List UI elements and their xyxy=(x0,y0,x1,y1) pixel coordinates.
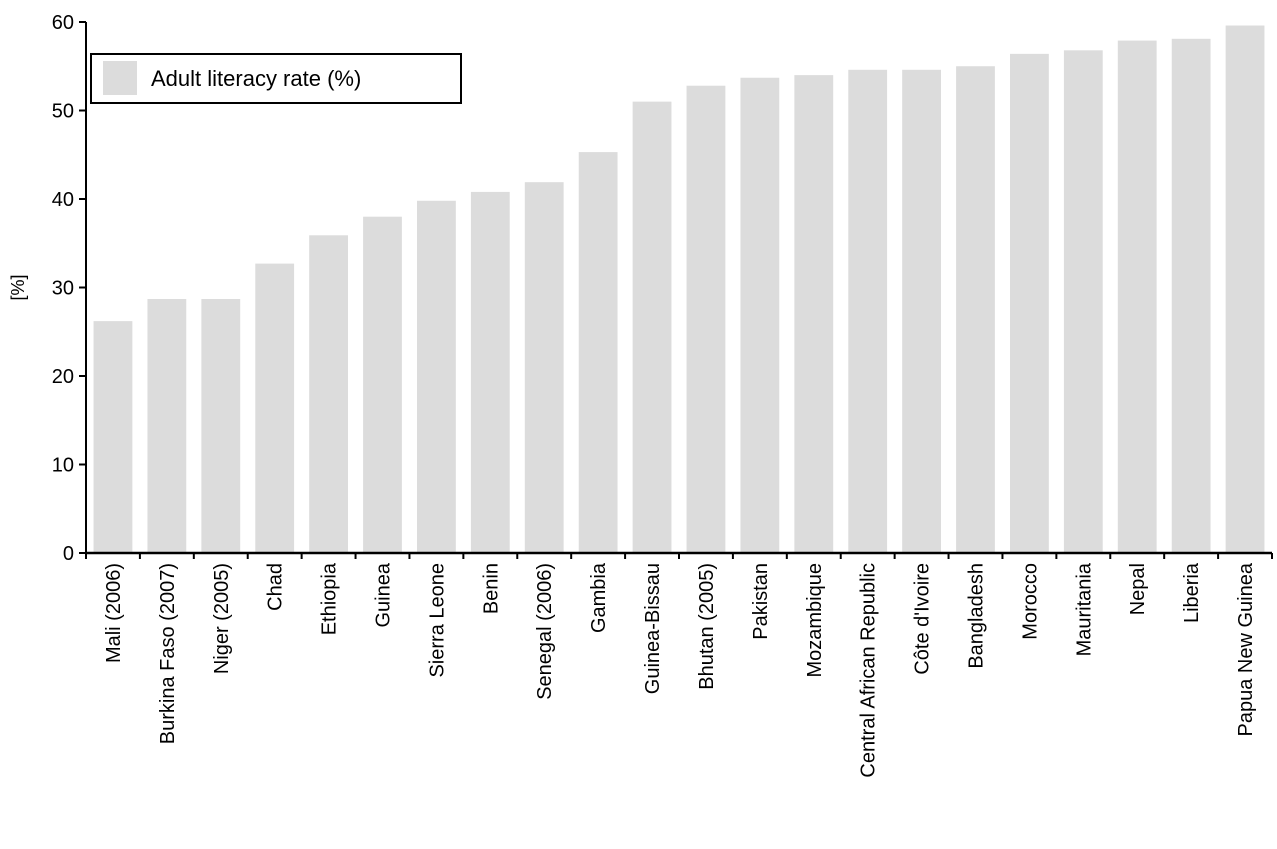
y-axis: 0 10 20 30 40 50 60 xyxy=(52,12,87,565)
bar xyxy=(470,191,510,554)
bar xyxy=(956,66,995,553)
bar xyxy=(1117,40,1157,553)
x-tick-label: Ethiopia xyxy=(319,562,341,635)
bar xyxy=(524,182,564,553)
bar xyxy=(1225,25,1265,554)
x-tick-label: Nepal xyxy=(1127,563,1149,615)
x-tick-label: Morocco xyxy=(1019,563,1041,640)
x-tick-label: Bhutan (2005) xyxy=(696,563,718,690)
x-tick-label: Sierra Leone xyxy=(426,563,448,678)
bar xyxy=(255,263,295,553)
x-tick-label: Mozambique xyxy=(804,563,826,678)
bar xyxy=(740,77,780,553)
bar xyxy=(309,235,348,554)
bar xyxy=(201,299,241,553)
bar xyxy=(902,69,941,553)
bar xyxy=(686,85,726,553)
bar xyxy=(363,216,402,553)
bar xyxy=(632,101,672,554)
x-tick-label: Gambia xyxy=(588,562,610,633)
y-tick-label: 30 xyxy=(52,278,74,300)
y-axis-title: [%] xyxy=(8,274,28,300)
bar xyxy=(1010,53,1049,554)
x-tick-label: Liberia xyxy=(1181,562,1203,623)
bar xyxy=(93,321,133,553)
bar xyxy=(417,200,456,553)
y-tick-label: 10 xyxy=(52,455,74,477)
bar xyxy=(1063,50,1103,553)
bar xyxy=(848,69,888,553)
x-tick-label: Burkina Faso (2007) xyxy=(157,563,179,744)
y-tick-label: 50 xyxy=(52,101,74,123)
y-tick-label: 20 xyxy=(52,366,74,388)
x-tick-label: Mauritania xyxy=(1073,562,1095,656)
x-tick-label: Guinea xyxy=(373,562,395,627)
x-tick-label: Côte d'Ivoire xyxy=(912,563,934,675)
x-tick-label: Pakistan xyxy=(750,563,772,640)
x-tick-label: Central African Republic xyxy=(858,563,880,778)
y-tick-label: 40 xyxy=(52,189,74,211)
x-tick-label: Benin xyxy=(480,563,502,614)
legend-box xyxy=(90,53,462,104)
legend-label: Adult literacy rate (%) xyxy=(151,66,361,91)
x-tick-label: Niger (2005) xyxy=(211,563,233,674)
x-tick-label: Bangladesh xyxy=(966,563,988,669)
y-tick-label: 0 xyxy=(63,543,74,565)
x-axis: Mali (2006) Burkina Faso (2007) Niger (200… xyxy=(85,551,1273,778)
legend: Adult literacy rate (%) xyxy=(90,53,462,104)
bar xyxy=(147,299,187,553)
x-tick-label: Guinea-Bissau xyxy=(642,563,664,694)
bar xyxy=(1171,38,1211,554)
x-tick-label: Senegal (2006) xyxy=(534,563,556,700)
y-tick-label: 60 xyxy=(52,12,74,34)
bar xyxy=(578,152,618,553)
x-tick-label: Chad xyxy=(265,563,287,611)
x-tick-label: Papua New Guinea xyxy=(1235,562,1257,736)
x-tick-label: Mali (2006) xyxy=(103,563,125,663)
bars-group xyxy=(93,25,1265,554)
legend-swatch xyxy=(103,61,137,95)
bar xyxy=(794,75,834,553)
